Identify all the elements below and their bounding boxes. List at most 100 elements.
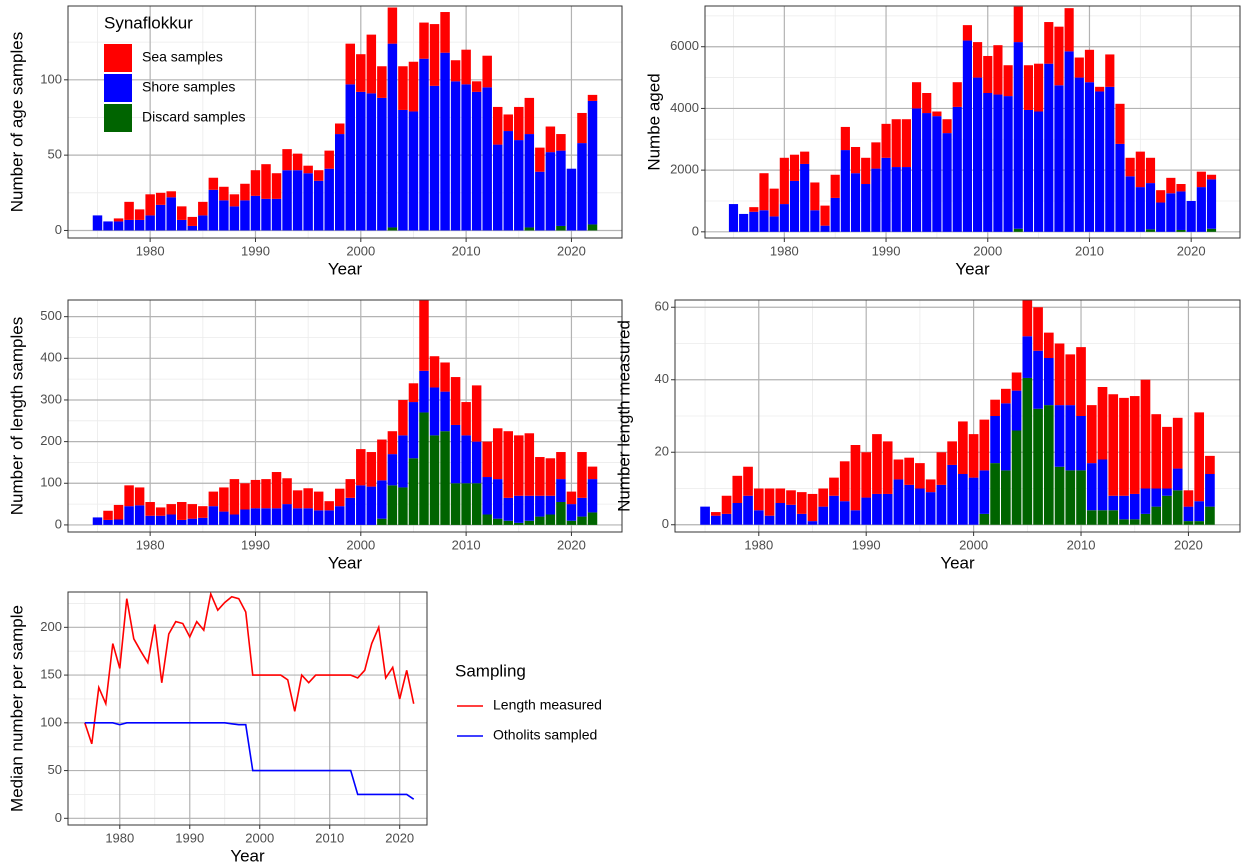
bar-segment <box>891 167 901 232</box>
x-tick-label: 1990 <box>872 243 901 258</box>
bar-segment <box>979 513 990 525</box>
bar-segment <box>471 385 482 442</box>
bar-segment <box>261 479 271 509</box>
bar-segment <box>1115 143 1125 232</box>
bar-segment <box>208 177 219 190</box>
bar-segment <box>936 452 947 485</box>
bar-segment <box>145 515 155 525</box>
bar-segment <box>303 508 313 525</box>
bar-segment <box>990 399 1000 416</box>
bar-segment <box>492 144 503 231</box>
bar-segment <box>587 466 598 480</box>
legend-label: Otholits sampled <box>493 727 597 743</box>
bar-segment <box>1145 229 1156 232</box>
x-tick-label: 2010 <box>1067 537 1096 552</box>
bar-segment <box>1145 183 1156 230</box>
bar-segment <box>524 97 535 135</box>
bar-segment <box>145 215 155 231</box>
bar-segment <box>461 483 471 525</box>
x-tick-label: 1990 <box>852 537 881 552</box>
bar-segment <box>282 504 292 525</box>
bar-segment <box>377 66 387 98</box>
bar-segment <box>1086 510 1097 525</box>
x-tick-label: 1990 <box>241 243 270 258</box>
bar-segment <box>962 25 972 41</box>
bar-segment <box>1115 103 1125 144</box>
bar-segment <box>850 510 861 525</box>
bar-segment <box>1065 470 1076 525</box>
bar-segment <box>968 434 979 478</box>
y-tick-label: 200 <box>40 433 62 448</box>
bar-segment <box>1084 49 1095 83</box>
bar-segment <box>461 49 471 85</box>
bar-segment <box>545 495 556 515</box>
bar-segment <box>208 189 219 231</box>
bar-segment <box>440 52 450 231</box>
bar-segment <box>947 464 957 525</box>
bar-segment <box>556 452 566 480</box>
bar-segment <box>313 491 324 511</box>
bar-segment <box>250 508 261 525</box>
y-tick-label: 50 <box>48 147 62 162</box>
bar-segment <box>334 134 345 231</box>
bar-segment <box>1172 417 1183 469</box>
bar-segment <box>1064 8 1074 52</box>
bar-segment <box>789 180 800 232</box>
bar-segment <box>556 150 566 226</box>
bar-segment <box>820 205 830 226</box>
bar-segment <box>177 502 187 520</box>
bar-segment <box>334 506 345 525</box>
bar-segment <box>786 490 796 505</box>
bar-segment <box>345 479 356 498</box>
bar-segment <box>1097 387 1108 460</box>
bar-segment <box>1183 521 1194 525</box>
bar-segment <box>1205 474 1215 507</box>
bar-segment <box>743 495 753 525</box>
bar-segment <box>807 493 818 522</box>
line <box>84 722 415 800</box>
bar-segment <box>587 512 598 525</box>
bar-segment <box>1135 151 1145 188</box>
bar-segment <box>721 495 732 514</box>
y-tick-label: 200 <box>40 619 62 634</box>
bar-segment <box>187 518 198 525</box>
bar-segment <box>145 194 155 216</box>
bar-segment <box>471 81 482 92</box>
bar-segment <box>789 154 800 181</box>
bar-segment <box>983 55 993 93</box>
bar-segment <box>1003 65 1013 97</box>
bar-segment <box>134 209 145 220</box>
bar-segment <box>990 463 1000 525</box>
bar-segment <box>271 198 282 231</box>
bar-segment <box>990 416 1000 464</box>
bar-segment <box>366 486 377 525</box>
bar-segment <box>1023 109 1034 232</box>
y-tick-label: 2000 <box>670 162 699 177</box>
bar-segment <box>1033 307 1043 351</box>
y-tick-label: 0 <box>55 222 62 237</box>
x-tick-label: 2000 <box>346 243 375 258</box>
bar-segment <box>1194 501 1205 522</box>
bar-segment <box>1011 390 1022 431</box>
bar-segment <box>1001 470 1011 525</box>
x-tick-label: 2010 <box>1075 243 1104 258</box>
bar-segment <box>1129 519 1140 525</box>
bar-segment <box>166 504 176 515</box>
bar-segment <box>1186 200 1196 232</box>
bar-segment <box>113 221 124 231</box>
panel: 0 2000 4000 6000 1980 1990 2000 2010 2020 Year Num… <box>644 5 1241 278</box>
bar-segment <box>807 521 818 525</box>
bar-segment <box>514 140 524 231</box>
bar-segment <box>482 441 492 478</box>
bar-segment <box>1043 332 1054 358</box>
bar-segment <box>240 183 250 201</box>
y-tick-label: 0 <box>662 516 669 531</box>
bar-segment <box>710 512 721 516</box>
bar-segment <box>839 461 850 502</box>
legend-key <box>104 74 132 102</box>
panel: 0 20 40 60 1980 1990 2000 2010 2020 Year Number le… <box>614 299 1241 572</box>
bar-segment <box>1054 26 1064 86</box>
bar-segment <box>710 515 721 525</box>
bar-segment <box>177 206 187 220</box>
bar-segment <box>545 126 556 153</box>
